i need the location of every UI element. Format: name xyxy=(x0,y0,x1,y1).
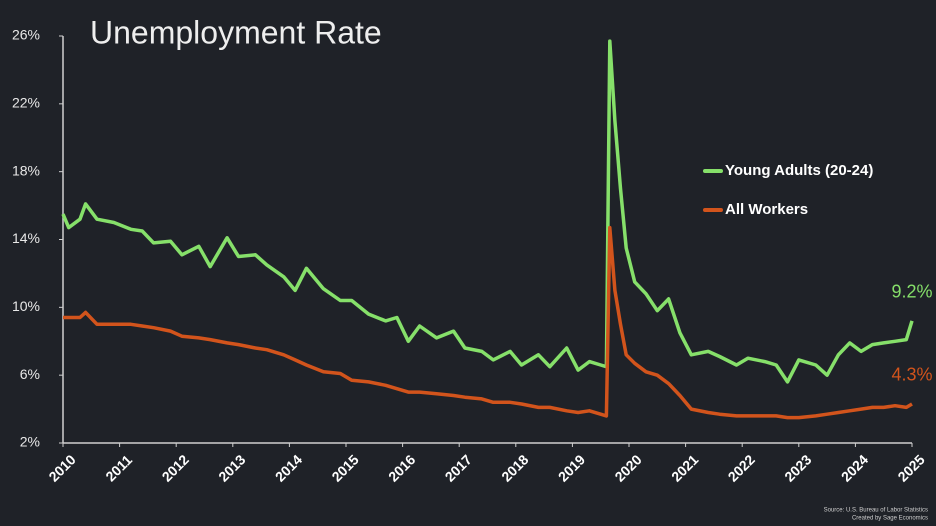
x-tick-label: 2019 xyxy=(555,451,588,484)
end-label: 9.2% xyxy=(891,282,932,302)
source-note: Source: U.S. Bureau of Labor Statistics xyxy=(824,508,928,514)
x-tick-label: 2024 xyxy=(838,451,871,484)
x-tick-label: 2011 xyxy=(102,452,135,485)
x-tick-label: 2017 xyxy=(442,451,475,484)
x-tick-label: 2021 xyxy=(668,451,701,484)
y-tick-label: 2% xyxy=(20,434,40,450)
y-tick-label: 18% xyxy=(12,162,40,178)
x-tick-label: 2023 xyxy=(781,451,814,484)
x-tick-label: 2015 xyxy=(328,451,361,484)
x-tick-label: 2022 xyxy=(725,451,758,484)
x-tick-label: 2010 xyxy=(45,451,78,484)
x-tick-label: 2020 xyxy=(611,451,644,484)
y-tick-label: 10% xyxy=(12,298,40,314)
x-tick-label: 2013 xyxy=(215,451,248,484)
legend-label: All Workers xyxy=(725,201,808,218)
series-line xyxy=(61,39,914,384)
y-tick-label: 14% xyxy=(12,230,40,246)
chart-title: Unemployment Rate xyxy=(90,14,382,50)
y-tick-label: 6% xyxy=(20,366,40,382)
legend-label: Young Adults (20-24) xyxy=(725,162,873,179)
end-label: 4.3% xyxy=(891,365,932,385)
x-tick-label: 2018 xyxy=(498,451,531,484)
credit-note: Created by Sage Economics xyxy=(852,516,928,522)
x-tick-label: 2012 xyxy=(159,451,192,484)
series-line xyxy=(63,225,913,420)
x-tick-label: 2014 xyxy=(272,451,305,484)
x-tick-label: 2016 xyxy=(385,451,418,484)
x-tick-label: 2025 xyxy=(894,451,927,484)
y-tick-label: 22% xyxy=(12,95,40,111)
y-tick-label: 26% xyxy=(12,27,40,43)
